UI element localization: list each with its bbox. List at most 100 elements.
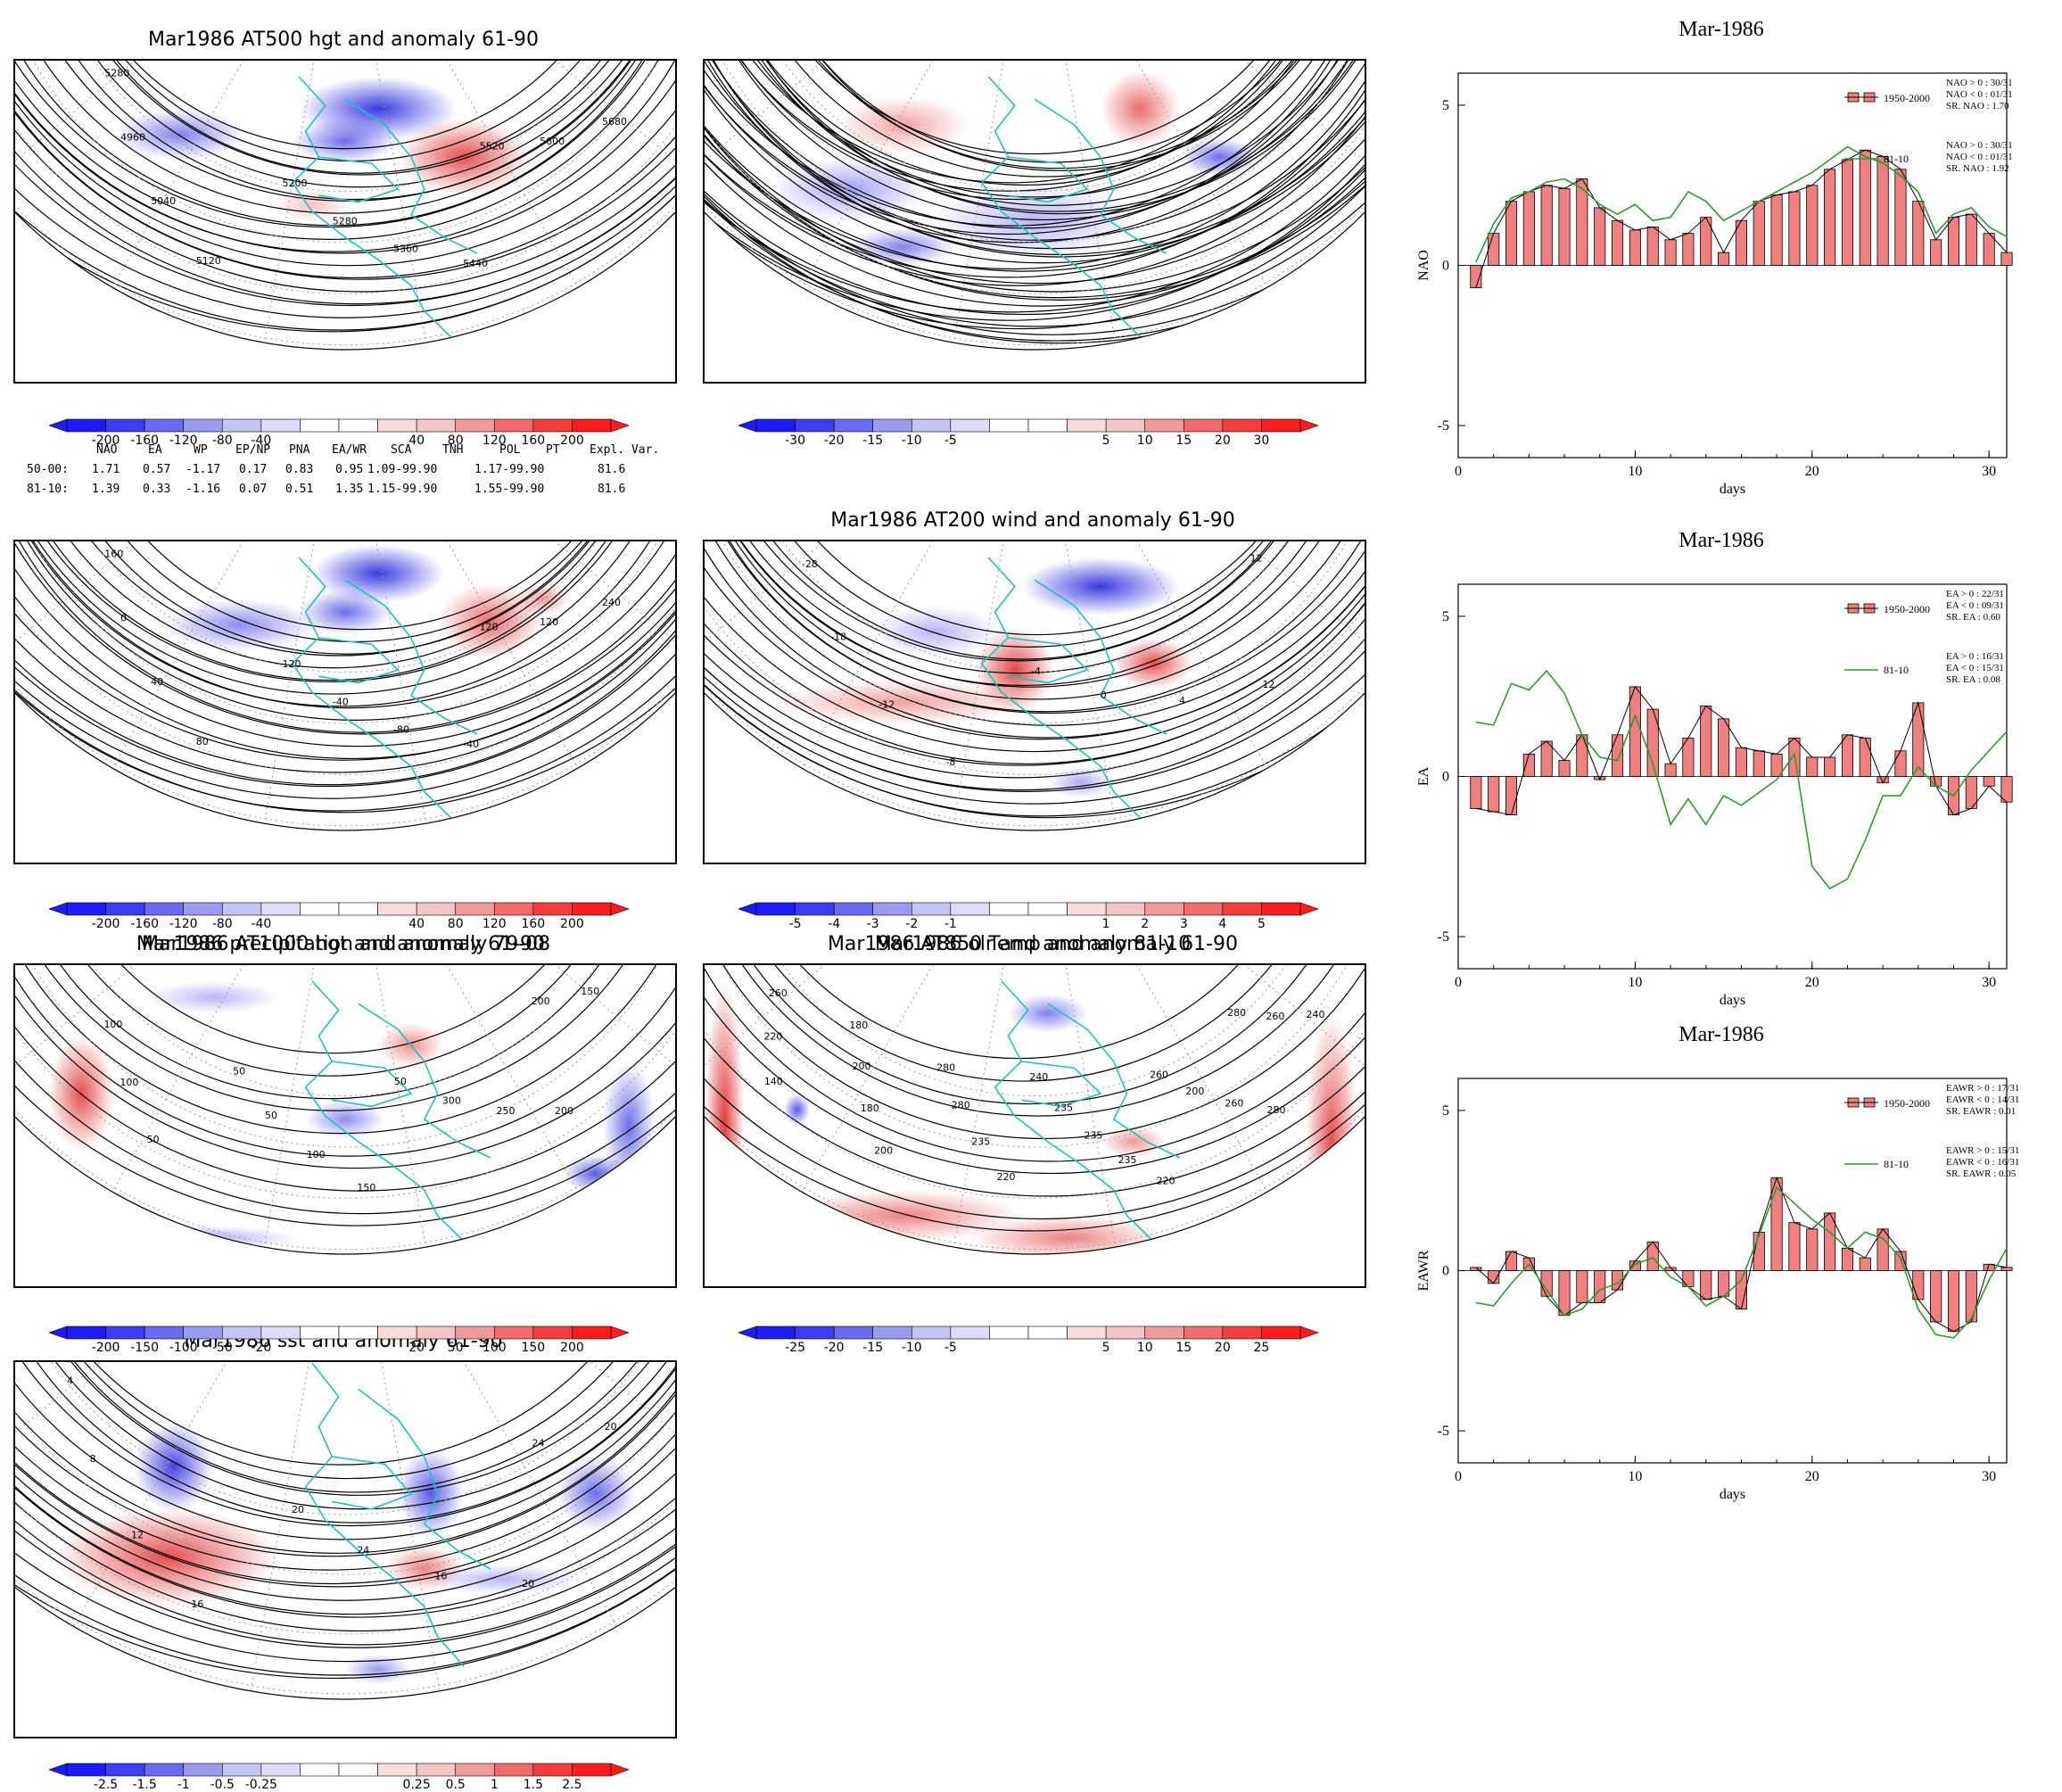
contour-line: [15, 541, 675, 788]
colorbar-tick-label: 200: [560, 434, 584, 448]
colorbar-tick-label: 160: [521, 434, 546, 448]
contour-line: [705, 61, 1365, 313]
contour-label: 240: [1029, 1071, 1048, 1083]
colorbar-tick-label: -1.5: [132, 1778, 157, 1792]
contour-line: [15, 1362, 675, 1557]
contour-line: [705, 541, 1365, 805]
contour-line: [15, 1362, 675, 1510]
contour-label: 4960: [120, 132, 145, 144]
colorbar-tick-label: -160: [130, 434, 160, 448]
contour-line: [15, 1362, 675, 1554]
contour-line: [15, 965, 675, 1111]
colorbar-tick-label: -15: [862, 434, 884, 448]
contour-line: [15, 61, 675, 214]
bar-trace-line: [1475, 1176, 2008, 1333]
contour-line: [15, 61, 675, 333]
contour-line: [705, 541, 1365, 714]
y-tick-label: 0: [1442, 1264, 1449, 1279]
contour-line: [15, 1362, 675, 1571]
anomaly-region: [771, 679, 1035, 725]
contour-label: 235: [971, 1136, 990, 1148]
colorbar-tick-label: -1: [177, 1778, 190, 1792]
contour-label: 12: [131, 1529, 144, 1540]
colorbar-tick-label: -20: [823, 434, 845, 448]
y-tick-label: 5: [1442, 98, 1449, 113]
contour-line: [15, 61, 675, 228]
bar: [1505, 1251, 1518, 1271]
colorbar-tick-label: -100: [169, 1341, 198, 1355]
contour-label: 4: [67, 1375, 73, 1386]
contour-line: [15, 1362, 675, 1540]
idx-header: TNH: [442, 443, 464, 457]
idx-cell: 0.51: [285, 483, 314, 496]
contour-line: [705, 541, 1365, 791]
bar: [1947, 1270, 1960, 1333]
chart-title: Mar-1986: [1678, 18, 1764, 41]
coastline: [1021, 1061, 1102, 1108]
bar: [1540, 740, 1553, 777]
contour-line: [15, 1362, 675, 1615]
anomaly-region: [398, 1448, 465, 1539]
contour-label: 50: [394, 1076, 407, 1087]
bar: [1558, 760, 1571, 777]
contour-label: -40: [463, 739, 479, 750]
bar: [1983, 776, 1995, 787]
colorbar-tick-label: -30: [785, 434, 805, 448]
contour-label: -28: [802, 558, 818, 570]
contour-label: 100: [103, 1019, 122, 1030]
idx-cell: 81.6: [598, 483, 626, 496]
contour-line: [15, 541, 675, 695]
map-w200: [703, 59, 1366, 384]
x-tick-label: 0: [1455, 464, 1462, 479]
contour-label: 220: [1156, 1175, 1175, 1186]
contour-line: [55, 61, 662, 174]
contour-line: [705, 61, 1365, 316]
colorbar-tick-label: -0.5: [210, 1778, 235, 1792]
colorbar-tick-label: -5: [788, 917, 802, 931]
contour-label: 200: [874, 1144, 893, 1156]
x-tick-label: 30: [1982, 1469, 1996, 1484]
contour-line: [15, 965, 675, 1192]
contour-label: 80: [196, 736, 209, 747]
colorbar-tick-label: 2: [1141, 917, 1150, 931]
contour-line: [705, 61, 1365, 342]
coastline: [318, 637, 400, 684]
contour-line: [705, 61, 1365, 229]
idx-cell: 0.07: [239, 483, 268, 496]
colorbar: [49, 1763, 630, 1777]
colorbar-tick-label: 5: [1101, 1341, 1110, 1355]
contour-line: [15, 541, 675, 721]
y-tick-label: 5: [1442, 609, 1449, 624]
map-title: Mar1986 AT200 wind and anomaly 61-90: [830, 509, 1235, 532]
contour-label: 4: [1179, 695, 1185, 706]
anomaly-region: [292, 118, 399, 164]
contour-line: [761, 61, 1361, 171]
map-title: Mar1986 AT850 Temp and anomaly 61-90: [827, 933, 1239, 955]
contour-line: [705, 61, 1365, 307]
contour-line: [705, 61, 1365, 301]
y-tick-label: -5: [1438, 929, 1449, 945]
bar: [1540, 185, 1553, 266]
bar: [1753, 750, 1765, 777]
colorbar-tick-label: -200: [91, 434, 120, 448]
contour-line: [23, 61, 675, 201]
bar: [1735, 747, 1747, 777]
contour-line: [705, 965, 1365, 1220]
legend-stat: EA < 0 : 15/31: [1946, 663, 2004, 673]
contour-line: [713, 965, 1334, 1082]
index-chart-ea: Mar-1986 5 0 -5 0 10 20 30 days EA 1950-2000 EA > 0…: [1409, 529, 2033, 1011]
contour-line: [15, 61, 675, 254]
contour-line: [705, 61, 1365, 270]
contour-line: [15, 61, 675, 293]
bar: [1682, 233, 1695, 266]
contour-label: 220: [997, 1171, 1016, 1183]
coastline: [332, 1061, 413, 1108]
contour-line: [705, 541, 1365, 792]
contour-line: [705, 965, 1365, 1175]
x-tick-label: 10: [1628, 464, 1642, 479]
contour-label: 5440: [463, 258, 488, 269]
idx-cell: 1.09-99.90: [367, 463, 438, 476]
colorbar: [738, 418, 1319, 433]
contour-label: 280: [936, 1062, 955, 1074]
contour-line: [746, 541, 1327, 636]
